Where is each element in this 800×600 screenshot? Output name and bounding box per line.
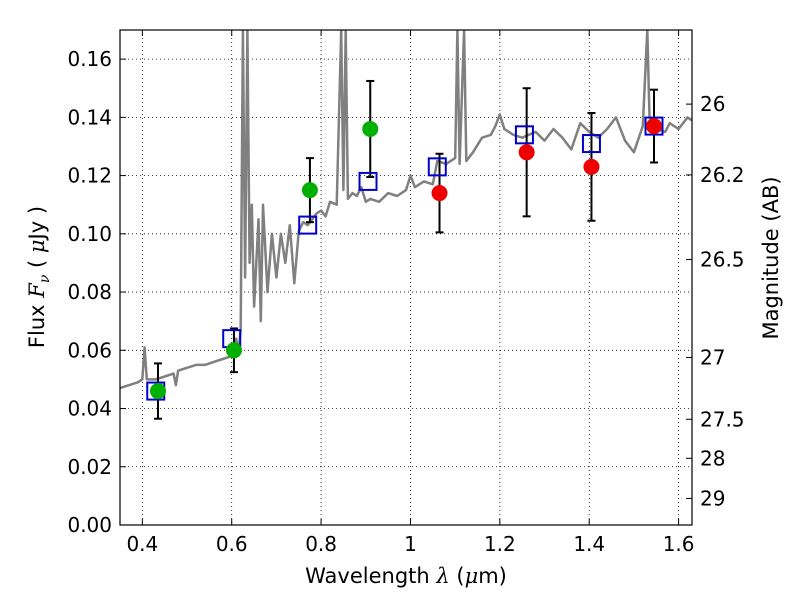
y-tick-label: 0.10 — [67, 222, 112, 246]
red-point — [583, 158, 600, 175]
model-square — [581, 134, 601, 154]
y2-tick-label: 27 — [700, 345, 725, 369]
model-square — [514, 125, 534, 145]
x-tick-labels: 0.4 0.6 0.8 1 1.2 1.4 1.6 — [126, 532, 694, 556]
red-point — [431, 185, 448, 202]
y-tick-label: 0.08 — [67, 280, 112, 304]
x-tick-label: 0.8 — [305, 532, 337, 556]
y-tick-labels: 0.00 0.02 0.04 0.06 0.08 0.10 0.12 0.14 0.16 — [67, 47, 112, 537]
x-tick-label: 1 — [404, 532, 417, 556]
y2-tick-label: 28 — [700, 446, 725, 470]
model-square — [298, 215, 318, 235]
x-tick-label: 0.4 — [126, 532, 158, 556]
y-tick-label: 0.04 — [67, 397, 112, 421]
y-tick-label: 0.02 — [67, 455, 112, 479]
y2-tick-labels: 26 26.2 26.5 27 27.5 28 29 — [700, 92, 745, 510]
model-square — [644, 116, 664, 136]
y-tick-label: 0.00 — [67, 513, 112, 537]
x-tick-label: 0.6 — [216, 532, 248, 556]
green-point — [362, 121, 379, 137]
green-point — [225, 342, 242, 359]
y2-tick-label: 26.2 — [700, 163, 745, 187]
x-axis-label: Wavelength λ (μm) — [305, 564, 507, 588]
y2-tick-label: 26.5 — [700, 247, 745, 271]
green-point — [301, 182, 318, 199]
y-tick-label: 0.16 — [67, 47, 112, 71]
model-squares — [146, 116, 664, 401]
y2-tick-label: 27.5 — [700, 407, 745, 431]
x-tick-label: 1.4 — [573, 532, 605, 556]
green-point — [149, 383, 166, 400]
red-point — [646, 118, 663, 135]
y-tick-label: 0.12 — [67, 164, 112, 188]
x-tick-label: 1.6 — [663, 532, 695, 556]
y-tick-label: 0.14 — [67, 105, 112, 129]
x-tick-label: 1.2 — [484, 532, 516, 556]
axis-ticks — [120, 30, 692, 526]
red-point — [518, 144, 535, 161]
observed-points — [149, 118, 663, 400]
model-square — [358, 171, 378, 191]
y-tick-label: 0.06 — [67, 338, 112, 362]
model-square — [427, 157, 447, 177]
plot-frame — [119, 29, 693, 526]
y2-axis-label: Magnitude (AB) — [759, 176, 783, 339]
y2-tick-label: 29 — [700, 486, 725, 510]
y2-tick-label: 26 — [700, 92, 725, 116]
